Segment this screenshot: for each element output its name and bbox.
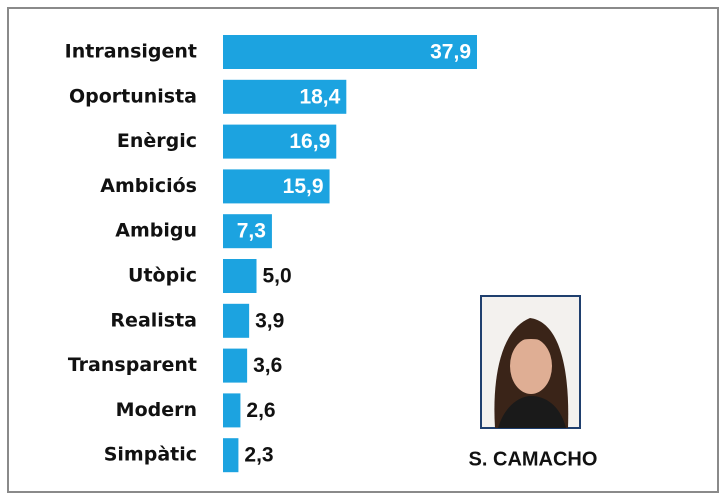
bar bbox=[223, 214, 272, 249]
photo bbox=[480, 295, 581, 429]
category-label: Enèrgic bbox=[117, 130, 197, 152]
bar bbox=[223, 259, 257, 293]
bar bbox=[223, 79, 347, 114]
value-label: 2,3 bbox=[244, 444, 273, 467]
value-label: 37,9 bbox=[430, 41, 471, 64]
category-label: Utòpic bbox=[128, 265, 197, 287]
category-label: Intransigent bbox=[65, 41, 197, 63]
category-label: Oportunista bbox=[69, 85, 197, 107]
category-label: Ambiciós bbox=[100, 175, 197, 197]
bar bbox=[223, 124, 337, 159]
photo-caption: S. CAMACHO bbox=[469, 448, 598, 470]
category-label: Simpàtic bbox=[104, 444, 197, 466]
value-label: 5,0 bbox=[263, 265, 292, 288]
bar bbox=[223, 438, 239, 473]
category-label: Transparent bbox=[68, 354, 197, 376]
category-label: Ambigu bbox=[115, 220, 197, 242]
value-label: 3,9 bbox=[255, 309, 284, 332]
bar bbox=[223, 169, 330, 204]
bar bbox=[223, 393, 241, 428]
bar bbox=[223, 303, 250, 338]
value-label: 2,6 bbox=[246, 399, 275, 422]
value-label: 16,9 bbox=[289, 130, 330, 153]
frame bbox=[7, 7, 719, 493]
bar bbox=[223, 348, 248, 383]
value-label: 7,3 bbox=[237, 220, 266, 243]
value-label: 15,9 bbox=[283, 175, 324, 198]
bar bbox=[223, 35, 477, 69]
value-label: 18,4 bbox=[299, 85, 340, 108]
category-label: Realista bbox=[110, 309, 197, 331]
category-label: Modern bbox=[116, 399, 197, 421]
value-label: 3,6 bbox=[253, 354, 282, 377]
